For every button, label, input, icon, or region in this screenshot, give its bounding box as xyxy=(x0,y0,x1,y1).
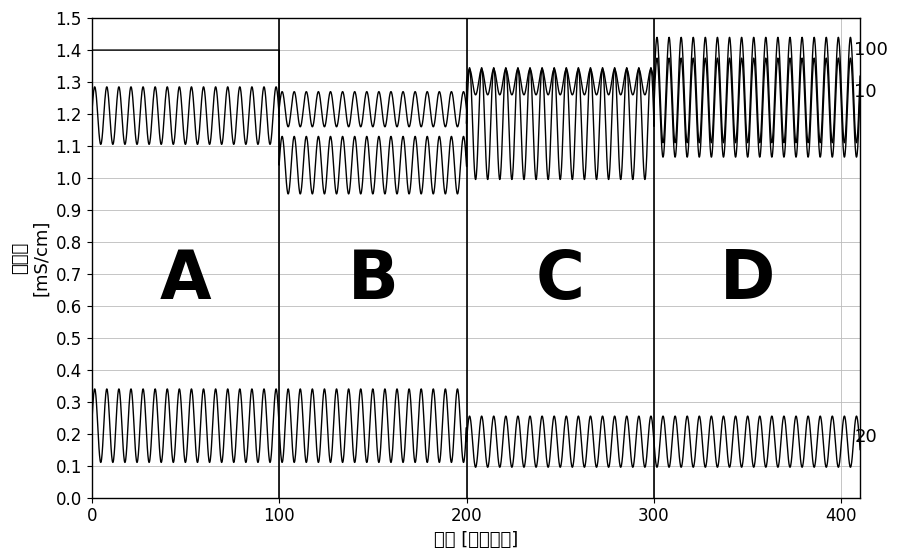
Text: 20: 20 xyxy=(854,428,877,446)
X-axis label: 时间 [任意单位]: 时间 [任意单位] xyxy=(434,531,518,549)
Text: C: C xyxy=(536,247,585,313)
Text: B: B xyxy=(347,247,398,313)
Text: 10: 10 xyxy=(854,83,877,101)
Text: A: A xyxy=(159,247,211,313)
Y-axis label: 电导率
[mS/cm]: 电导率 [mS/cm] xyxy=(11,220,50,296)
Text: 100: 100 xyxy=(854,41,888,59)
Text: D: D xyxy=(720,247,776,313)
